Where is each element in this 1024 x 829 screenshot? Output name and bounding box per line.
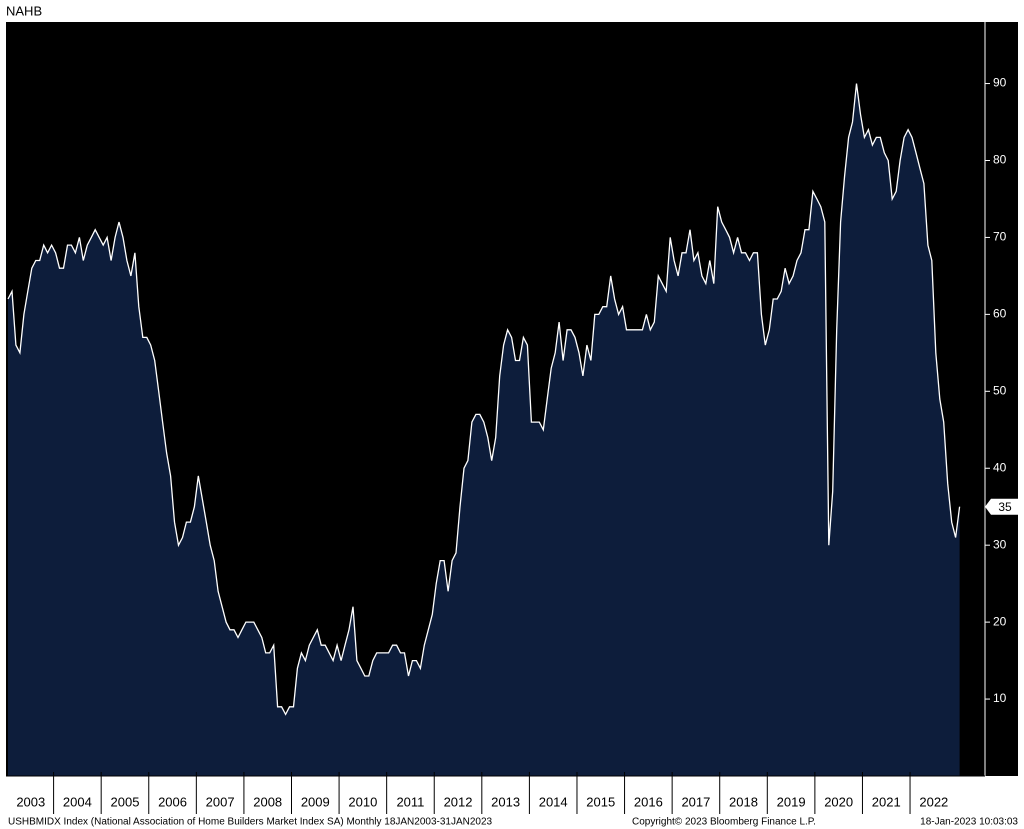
area-line	[7, 83, 961, 716]
y-tick-label: 30	[993, 537, 1007, 551]
y-tick-label: 20	[993, 614, 1007, 628]
x-tick-label: 2010	[348, 794, 377, 809]
x-tick-label: 2015	[586, 794, 615, 809]
y-tick-label: 70	[993, 230, 1007, 244]
x-tick-label: 2012	[444, 794, 473, 809]
chart-title: NAHB	[6, 3, 42, 18]
y-tick-label: 40	[993, 460, 1007, 474]
x-tick-label: 2017	[681, 794, 710, 809]
footer-center: Copyright© 2023 Bloomberg Finance L.P.	[632, 817, 816, 828]
x-tick-label: 2014	[539, 794, 568, 809]
y-tick-label: 10	[993, 691, 1007, 705]
y-tick-label: 80	[993, 153, 1007, 167]
x-tick-label: 2013	[491, 794, 520, 809]
footer-left: USHBMIDX Index (National Association of …	[8, 817, 493, 828]
x-tick-label: 2008	[253, 794, 282, 809]
x-tick-label: 2003	[16, 794, 45, 809]
x-tick-label: 2004	[63, 794, 92, 809]
x-tick-label: 2022	[919, 794, 948, 809]
y-tick-label: 90	[993, 76, 1007, 90]
last-value-box	[985, 498, 1019, 515]
y-tick-label: 60	[993, 307, 1007, 321]
x-tick-label: 2005	[111, 794, 140, 809]
footer-right: 18-Jan-2023 10:03:03	[920, 817, 1018, 828]
x-axis-band	[6, 776, 986, 814]
last-value-label: 35	[998, 500, 1012, 514]
x-tick-label: 2007	[206, 794, 235, 809]
x-tick-label: 2011	[396, 794, 424, 809]
x-tick-label: 2021	[872, 794, 901, 809]
x-tick-label: 2006	[158, 794, 187, 809]
x-tick-label: 2019	[777, 794, 806, 809]
area-fill	[8, 83, 960, 777]
y-tick-label: 50	[993, 383, 1007, 397]
x-tick-label: 2020	[824, 794, 853, 809]
x-tick-label: 2009	[301, 794, 330, 809]
x-tick-label: 2016	[634, 794, 663, 809]
x-tick-label: 2018	[729, 794, 758, 809]
